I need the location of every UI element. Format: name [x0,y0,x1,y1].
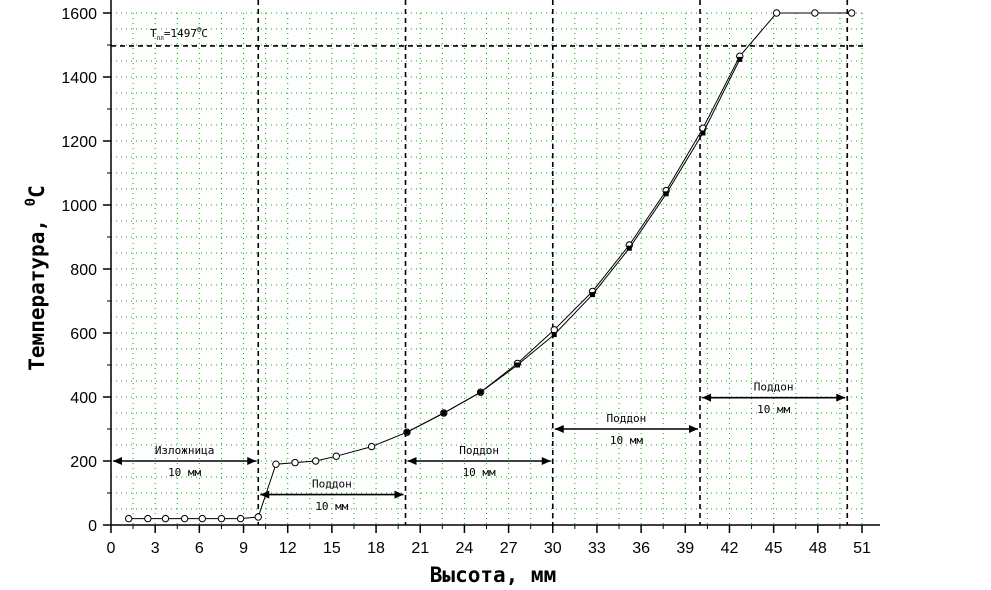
annotation-label: Поддон [607,412,647,425]
y-axis-title-unit: C [25,185,49,198]
annotation-label: Поддон [754,380,794,393]
melting-label-degree: 0 [197,26,201,34]
x-tick-label: 48 [809,540,827,557]
x-tick-label: 27 [500,540,518,557]
series-2-point [663,191,669,197]
annotation-label: Поддон [312,477,352,490]
x-tick-label: 42 [721,540,739,557]
y-axis-title-degree: 0 [23,198,39,206]
series-line-1 [128,12,852,520]
y-tick-label: 400 [70,390,97,407]
x-axis-title: Высота, мм [430,563,556,587]
series-2-point [478,389,484,395]
annotation-arrowhead-left [407,457,417,465]
y-tick-label: 600 [70,326,97,343]
x-tick-label: 33 [588,540,606,557]
x-tick-label: 15 [323,540,341,557]
annotation-arrowhead-left [554,425,564,433]
annotation-dimension: 10 мм [757,403,790,416]
series-1-point [332,452,340,460]
melting-temperature-label: Tпл=14970C [150,26,208,42]
axes: 0 3 6 9 12 15 18 21 24 27 30 33 36 39 42 45 48 5102004006… [61,0,880,557]
series-2-point [590,292,596,298]
annotation-arrowhead-right [541,457,551,465]
x-tick-label: 12 [279,540,297,557]
melting-label-value: =1497 [164,27,197,40]
x-tick-label: 39 [676,540,694,557]
annotation-arrowhead-right [689,425,699,433]
annotations: Изложница 10 мм Поддон 10 мм Поддон 10 мм Подд… [113,380,846,513]
series-1-point [180,514,189,523]
y-tick-label: 1200 [61,134,97,151]
series-2-point [737,56,743,62]
x-tick-label: 51 [853,540,871,557]
data-series [124,9,856,523]
y-tick-label: 800 [70,262,97,279]
series-1-point [198,514,206,523]
series-1-point [772,9,781,17]
annotation-dimension: 10 мм [463,466,496,479]
x-tick-label: 0 [107,540,116,557]
series-1-point [272,460,280,468]
series-1-point [311,457,320,465]
melting-label-prefix: T [150,27,157,40]
annotation-dimension: 10 мм [168,466,201,479]
y-tick-label: 0 [88,518,97,535]
series-2-point [514,362,520,368]
x-tick-label: 9 [239,540,248,557]
annotation-arrowhead-right [836,393,846,402]
x-tick-label: 18 [367,540,385,557]
series-line-2 [406,59,741,433]
y-axis-title-main: Температура, [25,206,49,370]
y-tick-label: 1400 [61,70,97,87]
x-tick-label: 36 [632,540,650,557]
series-1-point [161,514,170,523]
annotation-dimension: 10 мм [315,500,348,513]
y-tick-label: 1600 [61,6,97,23]
x-tick-label: 3 [151,540,160,557]
series-1-point [811,9,819,17]
y-axis-title: Температура, 0C [23,185,49,370]
annotation-arrowhead-right [247,457,257,465]
melting-label-unit: C [201,27,208,40]
annotation-arrowhead-left [260,490,270,499]
x-tick-label: 6 [195,540,204,557]
y-tick-label: 1000 [61,198,97,215]
series-2-point [441,410,447,416]
series-1-point [291,458,299,467]
y-tick-label: 200 [70,454,97,471]
annotation-arrowhead-left [702,393,712,402]
series-1-point [236,514,245,523]
series-2-point [551,332,557,338]
series-1-point [367,442,376,451]
annotation-dimension: 10 мм [610,434,643,447]
annotation-label: Изложница [155,444,215,457]
annotation-label: Поддон [459,444,499,457]
series-2-point [626,245,632,251]
melting-label-subscript: пл [157,35,165,42]
series-2-point [700,130,706,136]
annotation-arrowhead-left [113,457,122,465]
series-1-point [217,514,226,523]
annotation-arrowhead-right [394,490,404,499]
x-tick-label: 24 [456,540,474,557]
series-1-point [254,513,262,521]
x-tick-label: 30 [544,540,562,557]
grid-lines [110,12,863,526]
x-tick-label: 21 [411,540,429,557]
series-2-point [404,429,410,435]
series-1-point [144,514,152,523]
series-1-point [124,514,133,523]
x-tick-label: 45 [765,540,783,557]
reference-lines [111,0,865,525]
series-1-point [847,9,856,17]
